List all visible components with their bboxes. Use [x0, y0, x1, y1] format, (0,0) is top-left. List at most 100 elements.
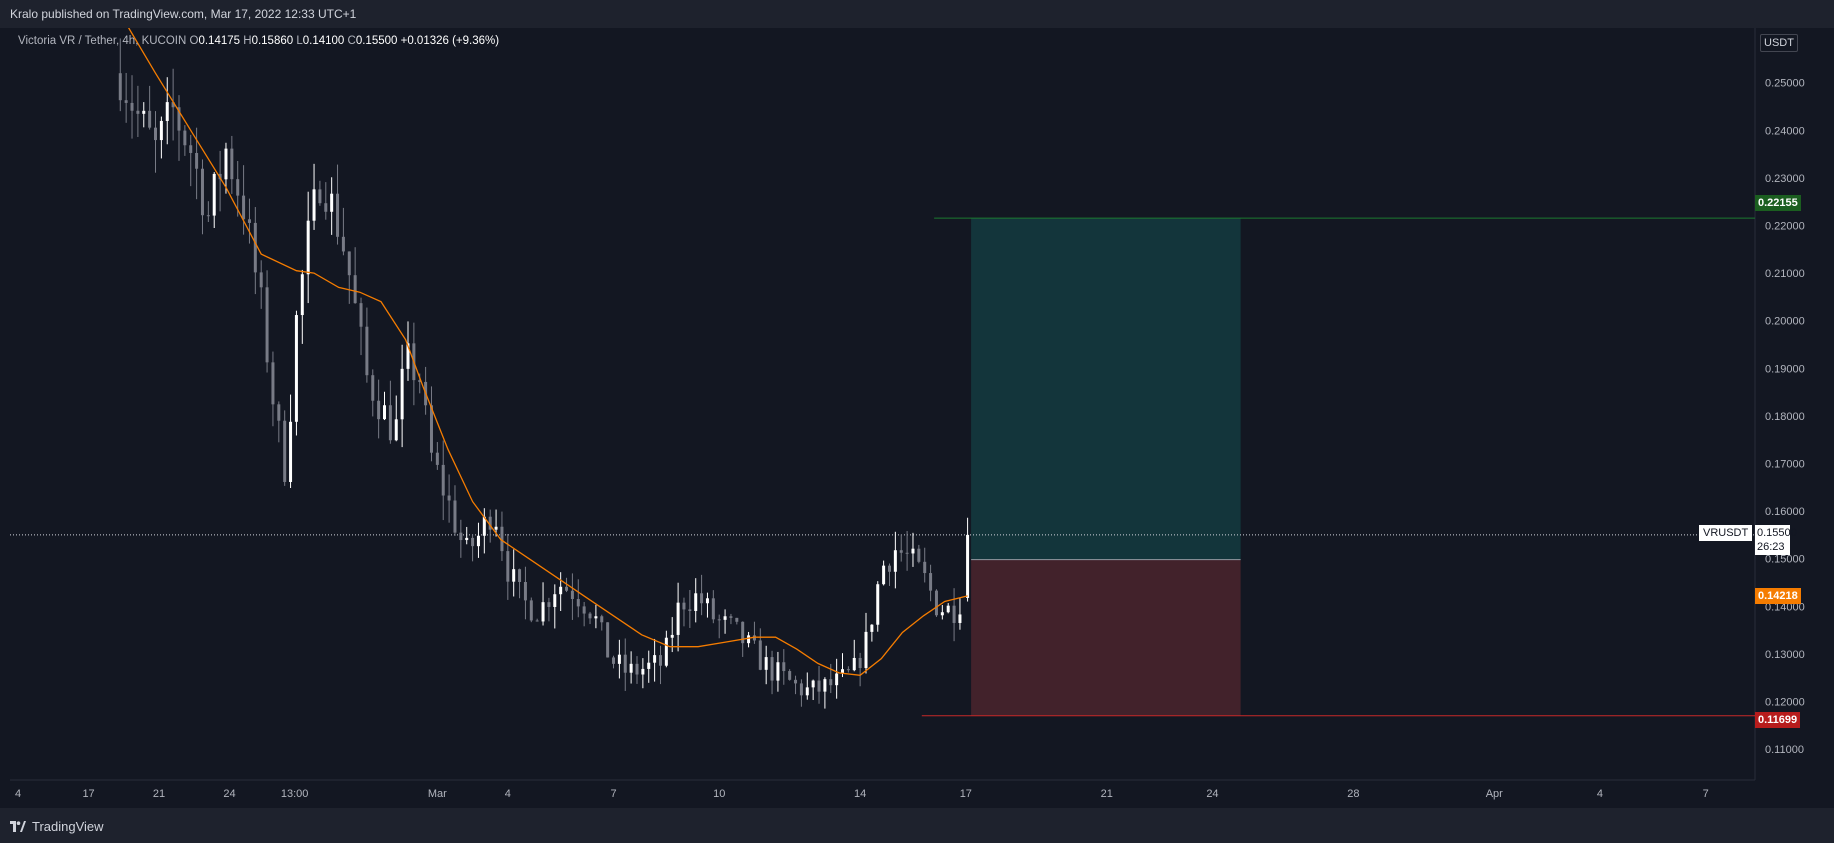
candle-body: [723, 616, 727, 620]
open-label: O: [189, 35, 199, 47]
candle-body: [641, 668, 645, 675]
close-value: 0.15500: [355, 35, 398, 47]
candle-body: [547, 602, 551, 607]
candle-body: [312, 189, 316, 221]
candle-body: [435, 452, 439, 465]
candle-body: [259, 272, 263, 288]
candle-body: [242, 195, 246, 220]
stop-price-label: 0.11699: [1755, 712, 1801, 728]
candle-body: [447, 495, 451, 501]
x-tick-label: 24: [1206, 788, 1218, 800]
x-tick-label: 4: [15, 788, 21, 800]
candle-body: [318, 189, 322, 204]
candle-body: [694, 593, 698, 611]
candle-body: [664, 637, 668, 666]
candle-body: [817, 680, 821, 692]
symbol-name: Victoria VR / Tether, 4h, KUCOIN: [18, 35, 187, 47]
candle-body: [823, 679, 827, 692]
y-tick-label: 0.24000: [1765, 125, 1805, 137]
candle-body: [347, 251, 351, 276]
candle-body: [782, 662, 786, 672]
candle-body: [330, 193, 334, 212]
footer-bar: TradingView: [0, 808, 1834, 843]
candle-body: [154, 127, 158, 141]
candle-body: [893, 550, 897, 572]
candle-body: [230, 148, 234, 180]
candle-body: [324, 203, 328, 212]
high-value: 0.15860: [251, 35, 294, 47]
candle-body: [394, 419, 398, 441]
y-tick-label: 0.12000: [1765, 696, 1805, 708]
candle-body: [306, 220, 310, 275]
candle-body: [688, 609, 692, 611]
x-tick-label: 21: [1101, 788, 1113, 800]
candle-body: [195, 152, 199, 169]
candle-body: [118, 73, 122, 101]
candle-body: [917, 548, 921, 562]
y-tick-label: 0.21000: [1765, 268, 1805, 280]
candle-body: [482, 516, 486, 536]
candle-body: [882, 565, 886, 585]
y-tick-label: 0.17000: [1765, 458, 1805, 470]
tradingview-icon: [10, 820, 26, 832]
candle-body: [940, 612, 944, 616]
x-tick-label: 7: [1703, 788, 1709, 800]
candle-body: [294, 315, 298, 422]
candle-body: [905, 552, 909, 554]
candle-body: [471, 537, 475, 547]
y-tick-label: 0.15000: [1765, 554, 1805, 566]
candle-body: [300, 274, 304, 316]
y-tick-label: 0.20000: [1765, 316, 1805, 328]
candle-body: [711, 598, 715, 620]
y-tick-label: 0.16000: [1765, 506, 1805, 518]
tradingview-logo[interactable]: TradingView: [10, 817, 104, 835]
candle-body: [835, 673, 839, 686]
candle-body: [341, 236, 345, 252]
last-price-label: 0.15500 26:23: [1755, 525, 1797, 555]
x-tick-label: 14: [854, 788, 866, 800]
candle-body: [582, 606, 586, 614]
price-chart[interactable]: 0.25000 0.24000 0.23000 0.22000 0.21000 0.200…: [0, 28, 1834, 808]
candle-body: [864, 631, 868, 668]
candle-body: [929, 573, 933, 591]
candle-body: [247, 219, 251, 223]
candle-body: [406, 343, 410, 369]
candle-body: [794, 679, 798, 684]
symbol-legend: Victoria VR / Tether, 4h, KUCOIN O0.1417…: [18, 35, 499, 47]
x-tick-label: 4: [1597, 788, 1603, 800]
candle-body: [846, 669, 850, 671]
candle-body: [177, 107, 181, 131]
candle-body: [682, 602, 686, 610]
candle-body: [506, 551, 510, 582]
candle-body: [283, 420, 287, 482]
open-value: 0.14175: [198, 35, 241, 47]
candle-body: [764, 657, 768, 670]
candle-body: [535, 620, 539, 622]
candle-body: [705, 598, 709, 604]
candle-body: [465, 537, 469, 541]
candle-body: [612, 657, 616, 664]
x-tick-label: Apr: [1486, 788, 1503, 800]
candle-body: [206, 215, 210, 217]
target-price-label: 0.22155: [1755, 195, 1801, 211]
candle-body: [124, 100, 128, 103]
candle-body: [224, 148, 228, 180]
candle-body: [212, 173, 216, 216]
candle-body: [142, 110, 146, 114]
candle-body: [758, 640, 762, 670]
candle-body: [541, 602, 545, 622]
y-tick-label: 0.13000: [1765, 649, 1805, 661]
candle-body: [670, 634, 674, 638]
candle-body: [799, 683, 803, 696]
candle-body: [952, 605, 956, 623]
x-tick-label: 10: [713, 788, 725, 800]
candle-body: [289, 421, 293, 482]
publisher-bar: Kralo published on TradingView.com, Mar …: [0, 0, 1834, 28]
candle-body: [747, 635, 751, 644]
y-tick-label: 0.19000: [1765, 363, 1805, 375]
candle-body: [887, 565, 891, 572]
currency-button[interactable]: USDT: [1760, 34, 1798, 52]
candle-body: [934, 590, 938, 616]
candle-body: [476, 535, 480, 547]
candle-body: [911, 548, 915, 554]
